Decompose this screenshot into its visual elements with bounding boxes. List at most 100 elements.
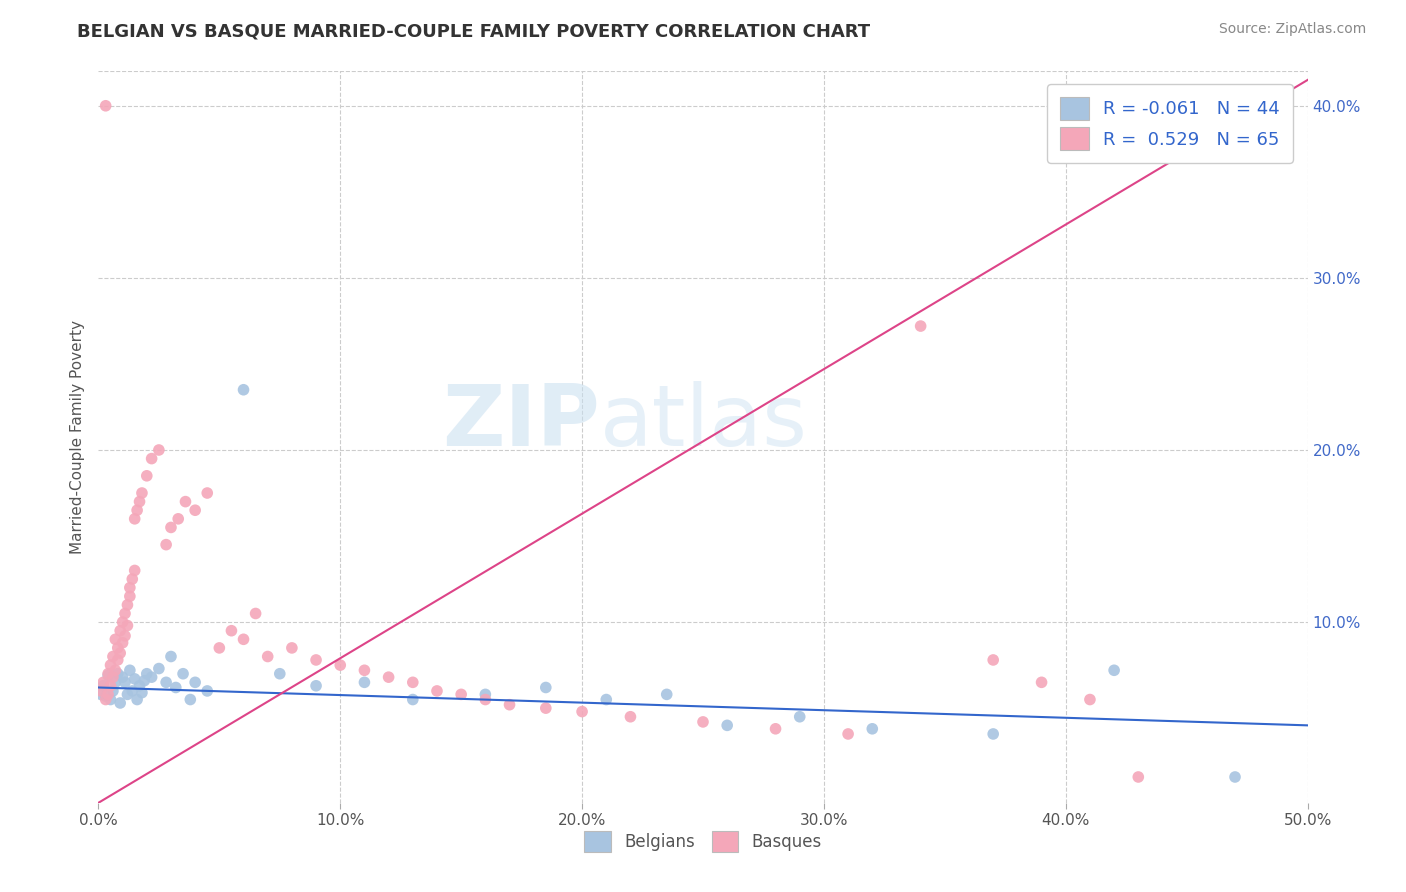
Point [117,598,139,612]
Point [141,670,163,684]
Point [167,512,190,526]
Point [128,679,150,693]
Point [195,486,218,500]
Legend: Belgians, Basques: Belgians, Basques [576,822,830,860]
Point [104,663,127,677]
Point [118,663,141,677]
Point [134,673,156,688]
Point [104,632,127,647]
Point [377,670,399,684]
Point [111,670,134,684]
Point [232,632,254,647]
Point [94,99,117,113]
Point [269,666,291,681]
Point [90,684,112,698]
Point [195,684,218,698]
Point [184,503,207,517]
Point [1031,675,1053,690]
Point [135,468,157,483]
Point [534,681,557,695]
Point [111,636,134,650]
Point [534,701,557,715]
Point [716,718,738,732]
Point [655,687,678,701]
Point [121,572,143,586]
Point [160,520,183,534]
Point [498,698,520,712]
Point [1102,663,1125,677]
Point [97,687,120,701]
Point [860,722,883,736]
Point [692,714,714,729]
Point [124,672,146,686]
Point [232,383,254,397]
Point [101,649,124,664]
Point [101,684,124,698]
Y-axis label: Married-Couple Family Poverty: Married-Couple Family Poverty [69,320,84,554]
Point [104,675,127,690]
Point [94,692,117,706]
Point [94,689,117,703]
Point [148,442,170,457]
Point [281,640,304,655]
Point [155,538,177,552]
Point [108,696,131,710]
Point [353,663,375,677]
Point [179,692,201,706]
Point [118,581,141,595]
Point [160,649,183,664]
Point [402,692,425,706]
Point [108,624,131,638]
Point [172,666,194,681]
Point [981,727,1004,741]
Point [111,615,134,629]
Point [165,681,187,695]
Point [121,684,143,698]
Point [450,687,472,701]
Point [329,658,352,673]
Point [91,675,114,690]
Point [155,675,177,690]
Point [107,640,129,655]
Point [107,666,129,681]
Point [100,692,122,706]
Point [1078,692,1101,706]
Point [108,646,131,660]
Point [174,494,197,508]
Point [135,666,157,681]
Point [305,679,328,693]
Point [221,624,243,638]
Point [127,503,149,517]
Point [184,675,207,690]
Point [256,649,278,664]
Point [117,618,139,632]
Point [305,653,328,667]
Point [91,679,114,693]
Point [97,668,120,682]
Text: BELGIAN VS BASQUE MARRIED-COUPLE FAMILY POVERTY CORRELATION CHART: BELGIAN VS BASQUE MARRIED-COUPLE FAMILY … [77,22,870,40]
Point [114,607,136,621]
Text: ZIP: ZIP [443,381,600,464]
Point [910,319,932,334]
Point [208,640,231,655]
Point [114,675,136,690]
Point [97,666,120,681]
Point [124,512,146,526]
Point [474,687,496,701]
Point [100,658,122,673]
Point [114,629,136,643]
Point [148,662,170,676]
Point [426,684,449,698]
Point [353,675,375,690]
Text: Source: ZipAtlas.com: Source: ZipAtlas.com [1219,22,1367,37]
Point [118,589,141,603]
Point [837,727,859,741]
Point [90,687,112,701]
Point [101,670,124,684]
Point [595,692,617,706]
Point [127,692,149,706]
Point [117,687,139,701]
Point [100,679,122,693]
Point [619,710,641,724]
Point [474,692,496,706]
